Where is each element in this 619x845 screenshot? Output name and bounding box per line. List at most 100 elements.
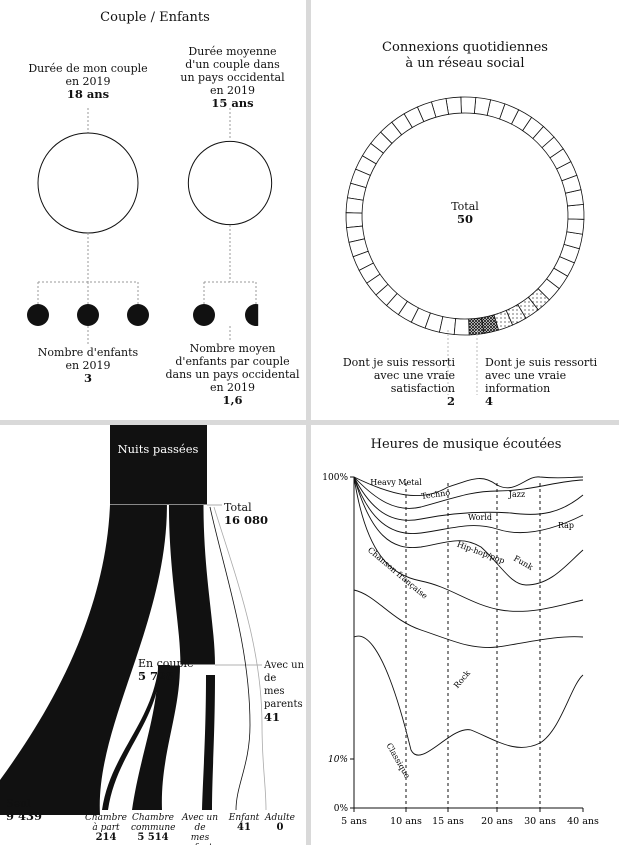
social-ring-segment	[460, 96, 477, 114]
nights-couple: En couple 5 728	[138, 657, 198, 683]
nights-sub-value: 41	[237, 822, 251, 833]
nights-seul-label: Seul	[6, 797, 31, 810]
information-label-text: Dont je suis ressorti avec une vraie inf…	[485, 356, 598, 395]
music-genre-label: Classique	[384, 742, 412, 781]
music-x-label: 10 ans	[390, 816, 422, 827]
music-stream-chart: 100% 10% 0% 5 ans 10 ans 15 ans 20 ans 30 ans 40…	[322, 473, 599, 827]
information-label: Dont je suis ressorti avec une vraie inf…	[485, 356, 619, 408]
my-couple-value: 18 ans	[66, 87, 110, 101]
my-couple-label-text: Durée de mon couple en 2019	[28, 62, 148, 88]
satisfaction-label: Dont je suis ressorti avec une vraie sat…	[315, 356, 455, 408]
nights-sub-label-1: Chambre commune 5 514	[131, 813, 175, 843]
adulte-flow	[213, 506, 267, 811]
social-panel: Connexions quotidiennes à un réseau soci…	[311, 0, 619, 420]
avg-kids-label-text: Nombre moyen d'enfants par couple dans u…	[165, 342, 300, 394]
my-kid-dot	[77, 304, 99, 326]
chambre-commune-flow	[132, 665, 180, 810]
music-y-label: 0%	[334, 804, 349, 814]
social-ring-segment	[345, 197, 364, 214]
social-total-label: Total	[451, 200, 479, 213]
nights-total-value: 16 080	[224, 513, 269, 527]
social-ring-segment	[345, 212, 363, 229]
information-value: 4	[485, 394, 494, 408]
nights-seul-value: 9 439	[6, 809, 43, 823]
nights-sub-label-0: Chambre à part 214	[84, 813, 128, 843]
avg-couple-label-text: Durée moyenne d'un couple dans un pays o…	[180, 45, 285, 97]
nights-sub-value: 0	[276, 822, 284, 833]
social-title: Connexions quotidiennes à un réseau soci…	[382, 40, 548, 71]
nights-sankey	[0, 425, 267, 815]
nights-parents: Avec un de mes parents 41	[264, 659, 306, 724]
couple-panel: Couple / Enfants Durée de mon couple en …	[0, 0, 306, 420]
music-y-label: 10%	[328, 755, 348, 765]
music-x-label: 5 ans	[341, 816, 367, 827]
satisfaction-label-text: Dont je suis ressorti avec une vraie sat…	[342, 356, 455, 395]
nights-sub-label-3: Enfant 41	[222, 813, 266, 833]
nights-panel: Nuits passées Total 16 080 En couple 5 7…	[0, 425, 306, 845]
music-genre-label: Jazz	[508, 490, 525, 499]
seul-flow	[0, 505, 167, 815]
music-series-boundary	[353, 635, 584, 756]
couple-flow	[168, 505, 215, 665]
nights-parents-value: 41	[264, 710, 281, 724]
satisfaction-value: 2	[446, 394, 455, 408]
avg-couple-value: 15 ans	[211, 96, 254, 110]
music-series-boundary	[353, 476, 584, 509]
music-series-boundary	[353, 476, 584, 521]
my-kid-dot	[127, 304, 149, 326]
my-kids-label: Nombre d'enfants en 2019 3	[18, 346, 158, 385]
avg-couple-label: Durée moyenne d'un couple dans un pays o…	[160, 45, 305, 110]
couple-title: Couple / Enfants	[100, 10, 210, 25]
music-series-boundary	[353, 476, 584, 586]
social-total: Total 50	[415, 200, 515, 226]
music-genre-label: Hip-hop/pop	[456, 540, 506, 566]
nights-couple-label: En couple	[138, 657, 194, 670]
avec-enfants-flow	[202, 675, 215, 810]
social-ring-segment	[567, 203, 585, 220]
music-series-boundary	[353, 476, 584, 612]
chambre-a-part-flow	[102, 670, 160, 810]
social-total-value: 50	[456, 212, 473, 226]
social-ring-segment	[453, 318, 470, 336]
music-genre-label: Rock	[452, 669, 472, 690]
nights-sub-label-text: Enfant	[228, 813, 260, 823]
music-panel: 100% 10% 0% 5 ans 10 ans 15 ans 20 ans 30 ans 40…	[311, 425, 619, 845]
my-couple-circle	[37, 132, 139, 234]
music-genre-label: World	[468, 513, 492, 522]
my-couple-label: Durée de mon couple en 2019 18 ans	[18, 62, 158, 101]
nights-sub-value: 214	[95, 832, 117, 843]
music-top-boundary	[353, 476, 584, 497]
nights-total: Total 16 080	[224, 501, 284, 527]
my-kid-dot	[27, 304, 49, 326]
avg-kid-partial-dot	[245, 304, 259, 326]
avg-kids-value: 1,6	[222, 393, 243, 407]
music-series-boundary	[353, 476, 584, 535]
nights-total-block	[110, 425, 207, 505]
music-y-label: 100%	[322, 473, 348, 483]
music-x-label: 30 ans	[524, 816, 556, 827]
social-ring-segment	[473, 97, 492, 116]
nights-sub-label-2: Avec un de mes enfants852	[178, 813, 222, 845]
nights-sub-label-text: Adulte	[265, 813, 295, 823]
music-series-boundary	[353, 589, 584, 648]
nights-sub-label-text: Chambre commune	[131, 813, 176, 833]
music-genre-label: Techno	[421, 488, 451, 501]
couple-chart	[27, 108, 273, 345]
nights-title: Nuits passées	[117, 442, 199, 456]
music-genre-label: Funk	[512, 554, 535, 572]
music-genre-label: Rap	[558, 521, 574, 530]
music-genre-label: Heavy Metal	[370, 478, 422, 487]
my-kids-label-text: Nombre d'enfants en 2019	[37, 346, 139, 372]
nights-parents-label: Avec un de mes parents	[264, 660, 305, 710]
music-x-label: 40 ans	[567, 816, 599, 827]
social-ring-segment	[566, 218, 585, 235]
nights-sub-label-4: Adulte 0	[258, 813, 302, 833]
avg-couple-circle	[187, 140, 273, 226]
parents-flow	[209, 506, 251, 811]
nights-couple-value: 5 728	[138, 669, 175, 683]
avg-kid-dot	[193, 304, 215, 326]
nights-sub-label-text: Avec un de mes enfants	[181, 813, 219, 845]
nights-sub-value: 5 514	[137, 832, 169, 843]
social-ring-chart	[345, 96, 585, 395]
music-x-label: 15 ans	[432, 816, 464, 827]
